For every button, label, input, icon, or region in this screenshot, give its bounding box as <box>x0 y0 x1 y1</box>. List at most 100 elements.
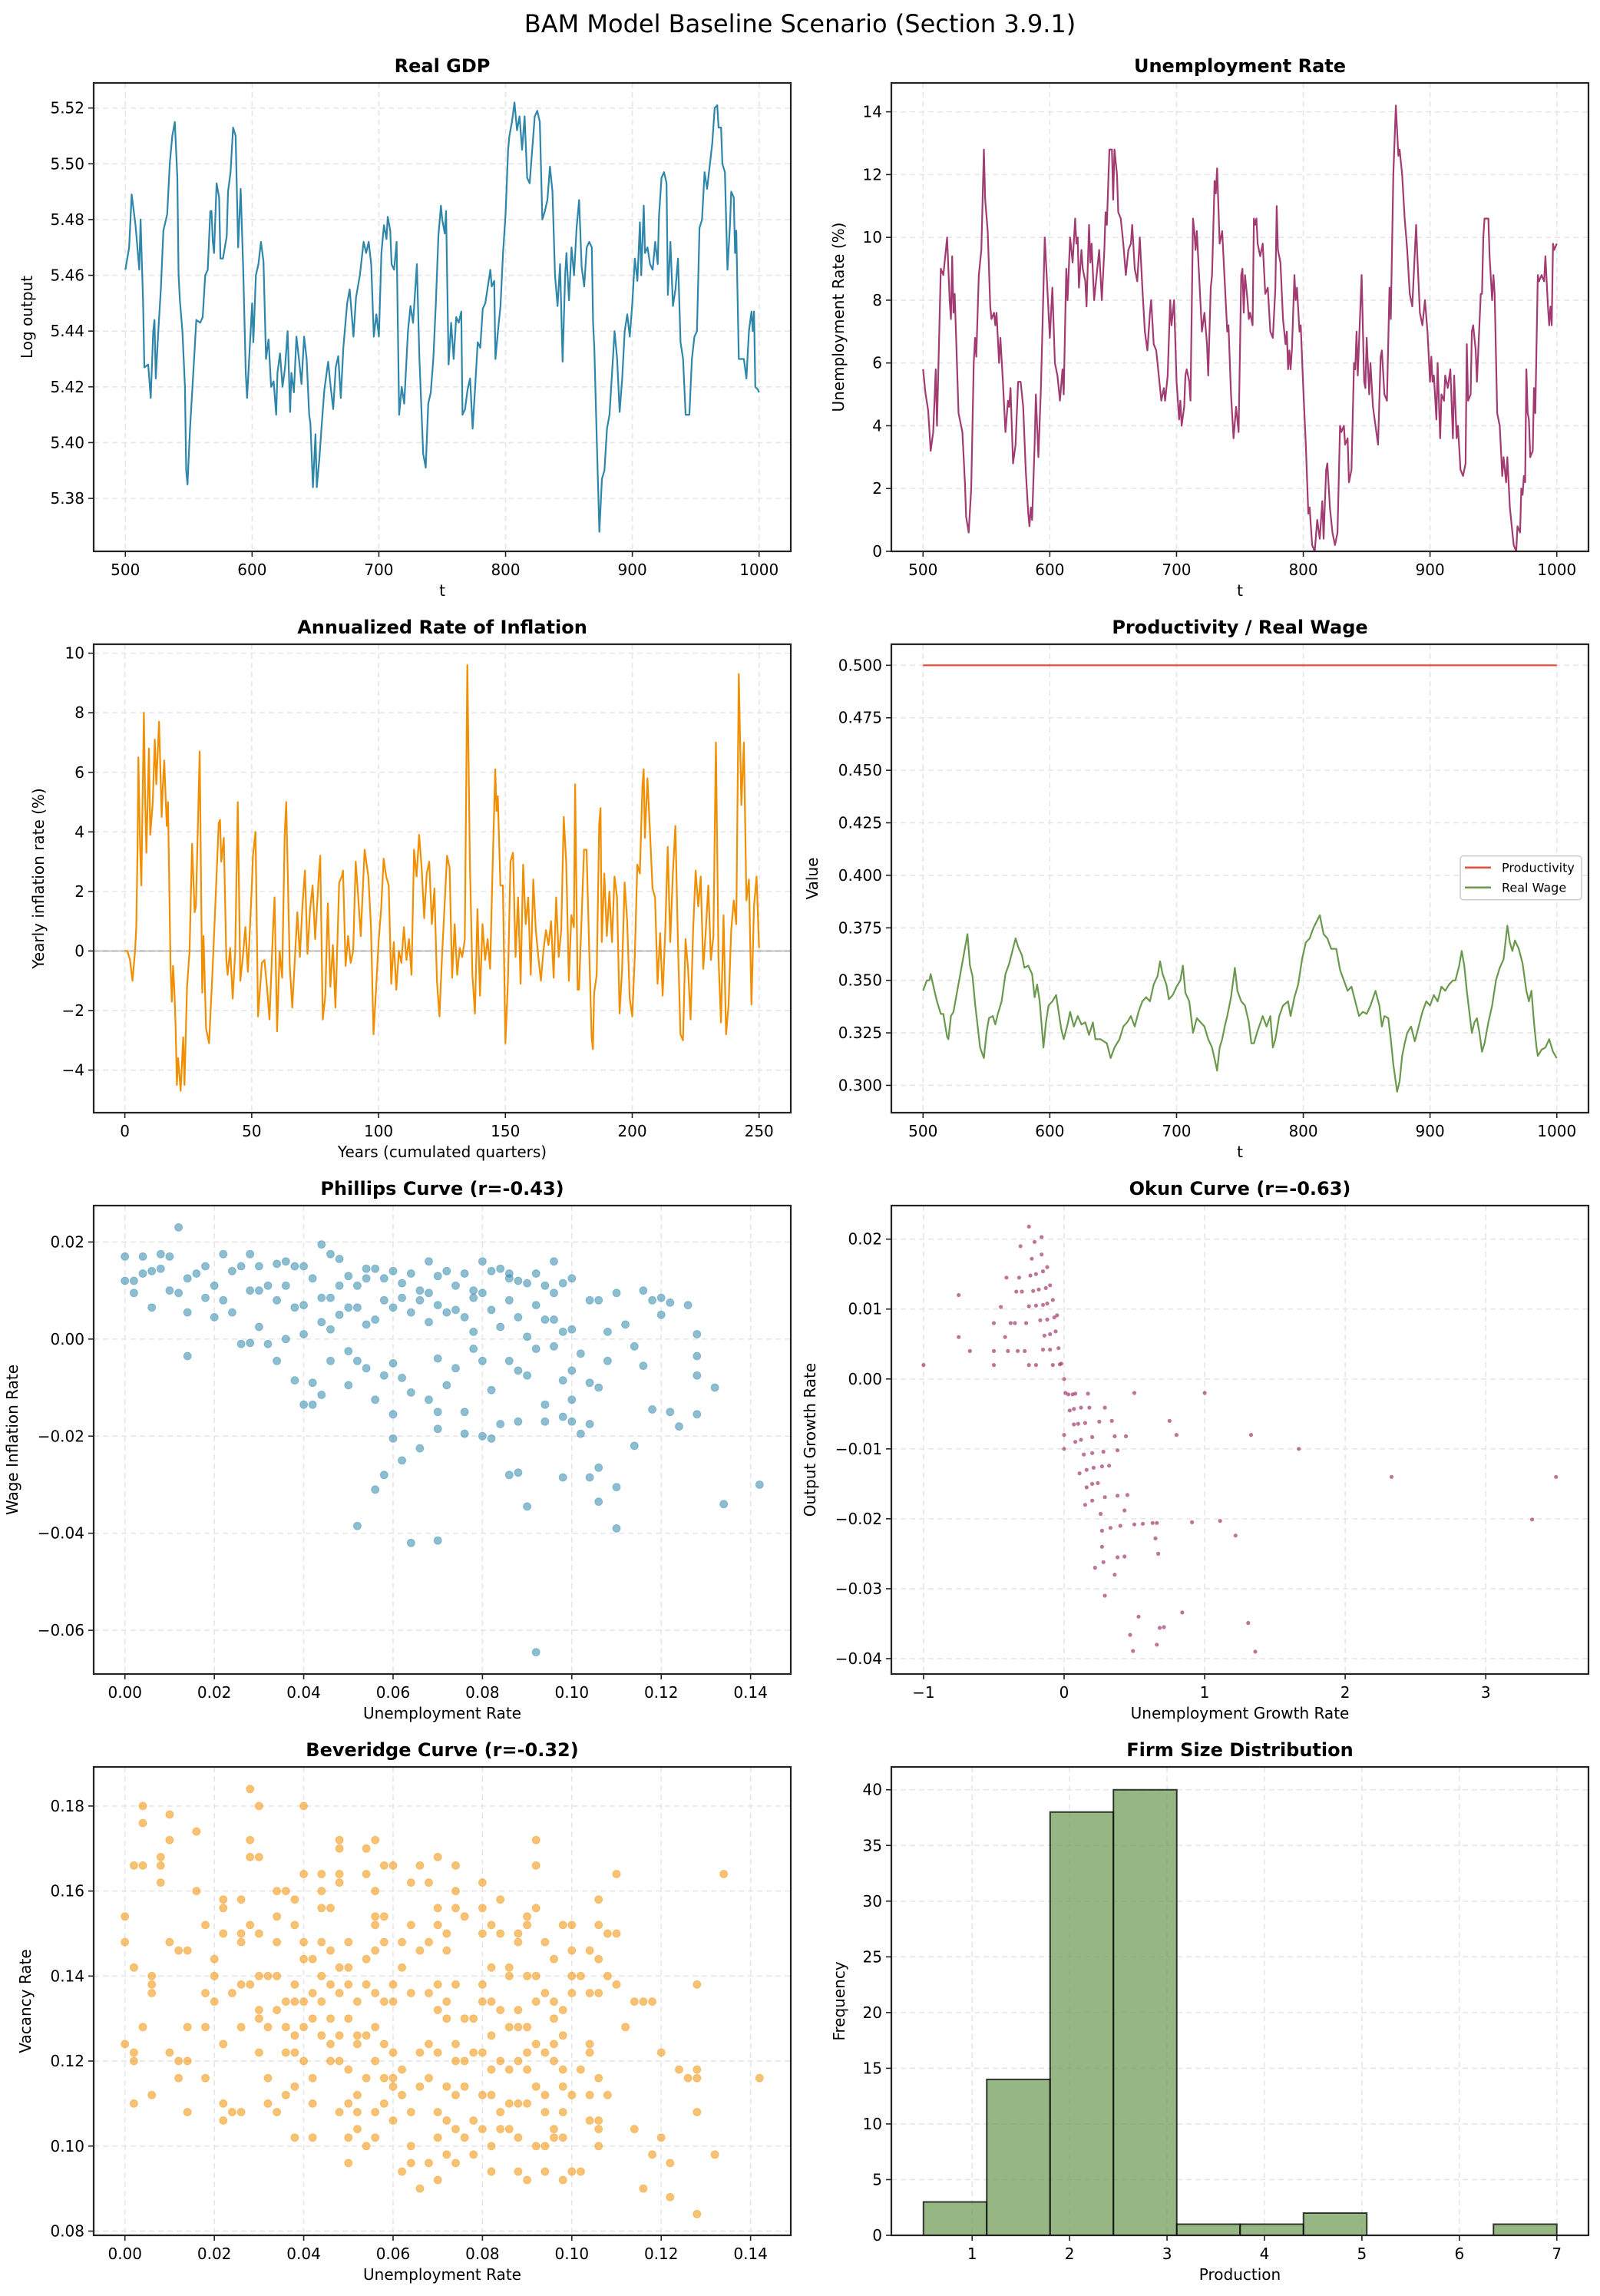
y-tick-label: 20 <box>863 2003 882 2022</box>
scatter-point <box>523 1371 532 1380</box>
scatter-point <box>371 1315 380 1324</box>
scatter-point <box>1123 1434 1129 1438</box>
scatter-point <box>1055 1313 1060 1318</box>
scatter-point <box>1013 1321 1017 1325</box>
scatter-point <box>362 1870 371 1878</box>
y-tick-label: −0.03 <box>835 1580 882 1598</box>
scatter-point <box>921 1363 926 1368</box>
scatter-point <box>317 1870 326 1878</box>
x-tick-label: −1 <box>912 1683 934 1702</box>
scatter-point <box>1045 1301 1050 1306</box>
x-tick-label: 0.02 <box>197 1683 232 1702</box>
x-tick-label: 700 <box>364 561 393 579</box>
scatter-point <box>290 2133 299 2142</box>
scatter-point <box>281 1281 290 1290</box>
scatter-point <box>1036 1287 1041 1292</box>
scatter-point <box>174 1946 183 1955</box>
y-tick-label: −4 <box>62 1061 84 1080</box>
scatter-point <box>478 1878 487 1887</box>
scatter-point <box>1014 1289 1019 1294</box>
scatter-point <box>1087 1405 1092 1410</box>
y-axis-label: Unemployment Rate (%) <box>829 223 848 412</box>
panel-phillips-curve-r-0-43: 0.00 0.02 0.04 0.06 0.08 0.10 0.12 0.14 −0.06 −0.… <box>3 1178 792 1722</box>
scatter-point <box>1067 1408 1072 1413</box>
scatter-point <box>991 1363 997 1368</box>
x-tick-label: 700 <box>1162 1122 1191 1140</box>
scatter-point <box>1233 1533 1238 1538</box>
scatter-point <box>594 1295 603 1305</box>
y-tick-label: 0 <box>872 2226 882 2245</box>
x-tick-label: 900 <box>1416 1122 1445 1140</box>
y-tick-label: 0.425 <box>838 814 882 832</box>
scatter-point <box>388 2116 398 2125</box>
scatter-point <box>460 2014 469 2023</box>
scatter-point <box>388 1266 398 1275</box>
scatter-point <box>433 2133 442 2142</box>
scatter-point <box>379 2073 388 2083</box>
scatter-point <box>514 1312 523 1322</box>
scatter-point <box>1073 1391 1078 1396</box>
scatter-point <box>478 1431 487 1441</box>
scatter-point <box>371 1921 380 1930</box>
figure-suptitle: BAM Model Baseline Scenario (Section 3.9… <box>524 9 1076 38</box>
scatter-point <box>630 2125 639 2134</box>
scatter-point <box>514 2006 523 2015</box>
scatter-point <box>1530 1517 1535 1522</box>
y-tick-label: 12 <box>863 165 882 184</box>
scatter-point <box>603 1929 612 1938</box>
series-line-0 <box>124 101 760 533</box>
scatter-point <box>362 1320 371 1329</box>
scatter-point <box>469 2014 478 2023</box>
scatter-point <box>460 2133 469 2142</box>
scatter-point <box>576 2167 585 2176</box>
axes-frame <box>92 643 792 1114</box>
scatter-point <box>523 1921 532 1930</box>
scatter-point <box>425 1289 433 1298</box>
scatter-point <box>523 1279 532 1288</box>
scatter-point <box>335 1281 344 1290</box>
scatter-point <box>1125 1493 1129 1497</box>
scatter-point <box>1102 1593 1107 1598</box>
scatter-point <box>523 2175 532 2185</box>
scatter-point <box>504 1963 514 1972</box>
scatter-point <box>371 1264 380 1273</box>
scatter-point <box>1297 1447 1301 1451</box>
scatter-point <box>1153 1536 1158 1540</box>
x-tick-label: 800 <box>491 561 520 579</box>
x-tick-label: 0.08 <box>465 2245 500 2263</box>
axes-frame <box>92 1765 792 2237</box>
scatter-point <box>362 1844 371 1853</box>
scatter-point <box>326 1946 335 1955</box>
scatter-point <box>451 2090 460 2099</box>
scatter-point <box>1033 1272 1038 1276</box>
scatter-point <box>1033 1363 1038 1368</box>
scatter-point <box>227 2108 236 2116</box>
plot-area <box>121 1222 764 1657</box>
y-tick-label: 4 <box>872 416 882 435</box>
scatter-point <box>415 2048 425 2057</box>
scatter-point <box>594 1921 603 1930</box>
scatter-point <box>612 1980 621 1989</box>
scatter-point <box>326 1293 335 1302</box>
scatter-point <box>594 2125 603 2134</box>
scatter-point <box>957 1335 961 1339</box>
scatter-point <box>147 1266 157 1275</box>
scatter-point <box>174 1289 183 1298</box>
scatter-point <box>1052 1315 1056 1320</box>
scatter-point <box>442 1381 451 1390</box>
scatter-point <box>656 1293 666 1302</box>
y-tick-label: −0.06 <box>38 1621 84 1639</box>
x-tick-label: 3 <box>1162 2245 1172 2263</box>
scatter-point <box>1102 1495 1107 1500</box>
legend-label: Real Wage <box>1502 881 1566 895</box>
series-line-real-wage <box>922 914 1558 1093</box>
scatter-point <box>219 1895 228 1904</box>
scatter-point <box>442 1997 451 2007</box>
series-line-0 <box>124 664 760 1092</box>
scatter-point <box>388 2082 398 2091</box>
scatter-point <box>406 1538 415 1547</box>
scatter-point <box>567 2167 577 2176</box>
y-axis-label: Log output <box>18 276 36 359</box>
scatter-point <box>567 1274 577 1283</box>
scatter-point <box>585 1473 594 1482</box>
